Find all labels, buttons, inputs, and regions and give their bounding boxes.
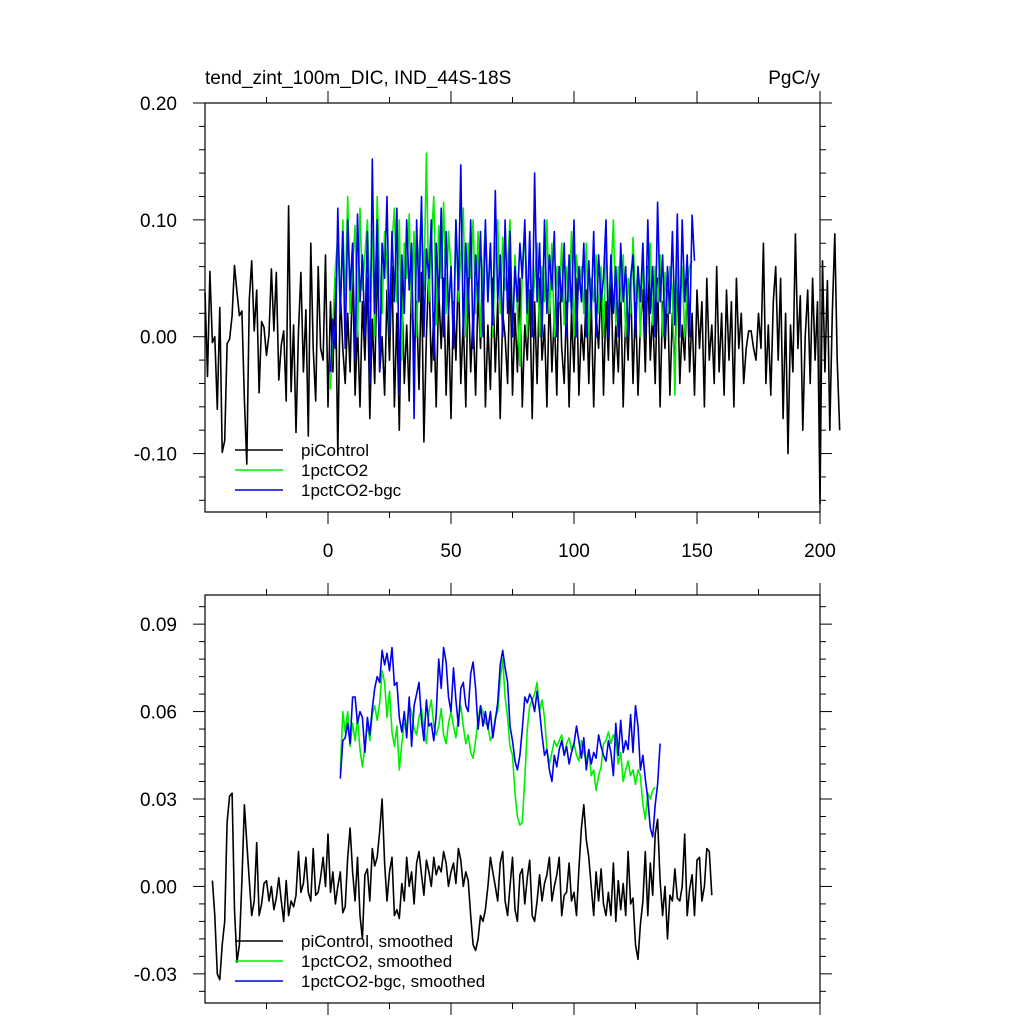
bottom-panel: -0.03 0.00 0.03 0.06 0.09 piControl, smoothed… bbox=[134, 583, 832, 1015]
bottom-plot-frame bbox=[204, 594, 821, 1004]
bottom-legend-label-2: 1pctCO2-bgc, smoothed bbox=[301, 972, 485, 991]
bottom-ytick-label: 0.06 bbox=[140, 703, 177, 724]
top-ytick-label: 0.00 bbox=[140, 328, 177, 349]
bottom-series-line-2 bbox=[339, 646, 661, 838]
top-legend-label-1: 1pctCO2 bbox=[301, 461, 368, 480]
bottom-ytick-label: 0.00 bbox=[140, 877, 177, 898]
top-panel: tend_zint_100m_DIC, IND_44S-18S PgC/y -0… bbox=[134, 68, 841, 562]
top-ytick-label: -0.10 bbox=[134, 445, 177, 466]
bottom-series-line-0 bbox=[211, 792, 713, 981]
top-xtick-label: 50 bbox=[440, 541, 461, 562]
top-xtick-label: 200 bbox=[804, 541, 836, 562]
top-legend-label-0: piControl bbox=[301, 441, 369, 460]
top-xtick-label: 150 bbox=[681, 541, 713, 562]
top-ytick-label: 0.10 bbox=[140, 211, 177, 232]
top-series-line-2 bbox=[329, 158, 696, 420]
bottom-legend-label-0: piControl, smoothed bbox=[301, 932, 453, 951]
top-panel-title: tend_zint_100m_DIC, IND_44S-18S bbox=[205, 68, 511, 89]
top-ytick-label: 0.20 bbox=[140, 94, 177, 115]
top-series-line-0 bbox=[204, 205, 841, 505]
top-legend-label-2: 1pctCO2-bgc bbox=[301, 481, 402, 500]
top-xtick-label: 0 bbox=[323, 541, 334, 562]
bottom-ytick-label: 0.03 bbox=[140, 790, 177, 811]
bottom-ytick-label: 0.09 bbox=[140, 615, 177, 636]
top-panel-units: PgC/y bbox=[768, 68, 820, 89]
top-xtick-label: 100 bbox=[558, 541, 590, 562]
bottom-ytick-label: -0.03 bbox=[134, 965, 177, 986]
bottom-legend-label-1: 1pctCO2, smoothed bbox=[301, 952, 452, 971]
